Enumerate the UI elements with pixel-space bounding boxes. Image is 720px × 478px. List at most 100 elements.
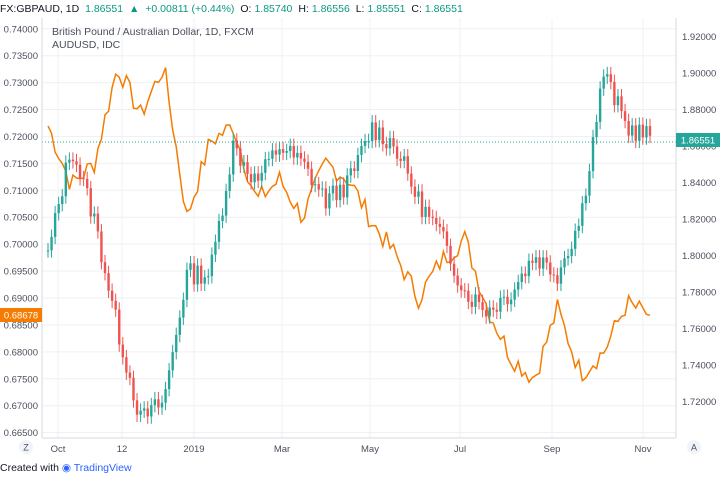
left-tick-label: 0.70500 <box>4 213 38 224</box>
right-last-label: 1.86551 <box>681 136 715 147</box>
candle-body <box>638 124 641 141</box>
candle-body <box>463 290 466 292</box>
x-tick-label: Oct <box>51 444 66 455</box>
candle-body <box>470 301 474 307</box>
candle-body <box>114 300 117 310</box>
candle-body <box>264 159 267 173</box>
candle-body <box>78 164 82 179</box>
candle-body <box>289 145 292 152</box>
candle-body <box>527 260 531 277</box>
left-last-badge <box>0 308 42 322</box>
candle-body <box>139 410 142 415</box>
candle-body <box>246 162 249 175</box>
candle-body <box>214 241 217 255</box>
x-tick-label: Mar <box>274 444 290 455</box>
candle-body <box>552 274 556 276</box>
candle-body <box>185 269 189 300</box>
candle-body <box>153 399 157 406</box>
candle-body <box>321 188 324 190</box>
candle-body <box>559 267 563 284</box>
candle-body <box>203 277 206 284</box>
candle-body <box>146 408 149 417</box>
candle-body <box>588 171 591 196</box>
auto-scale-button[interactable] <box>687 440 701 454</box>
candle-body <box>538 257 541 269</box>
candle-body <box>217 221 221 242</box>
candle-body <box>648 126 652 136</box>
candle-body <box>363 141 367 146</box>
candle-body <box>71 159 75 162</box>
candle-body <box>598 88 602 122</box>
candle-body <box>609 74 613 82</box>
x-tick-label: Sep <box>544 444 561 455</box>
symbol-label[interactable]: FX:GBPAUD, 1D <box>0 3 80 15</box>
candle-body <box>420 191 424 217</box>
candle-body <box>331 185 335 194</box>
candle-body <box>584 195 588 204</box>
candle-body <box>135 400 139 415</box>
candle-body <box>595 121 598 138</box>
candle-body <box>606 74 609 77</box>
right-tick-label: 1.76000 <box>682 324 716 335</box>
candle-body <box>342 184 345 198</box>
candle-body <box>630 125 634 136</box>
right-tick-label: 1.88000 <box>682 105 716 116</box>
candle-body <box>502 296 506 298</box>
candle-body <box>513 289 516 300</box>
audusd-line <box>47 67 651 384</box>
candle-body <box>566 255 570 259</box>
candle-body <box>235 140 238 149</box>
left-last-label: 0.68678 <box>4 311 38 322</box>
left-tick-label: 0.73500 <box>4 51 38 62</box>
candle-body <box>460 285 463 291</box>
right-tick-label: 1.92000 <box>682 32 716 43</box>
candle-body <box>374 122 377 141</box>
candle-body <box>278 149 281 155</box>
candle-body <box>207 276 210 278</box>
left-tick-label: 0.69500 <box>4 267 38 278</box>
candle-body <box>378 127 381 141</box>
candle-body <box>417 191 420 197</box>
right-tick-label: 1.84000 <box>682 178 716 189</box>
close-value: 1.86551 <box>424 3 463 15</box>
right-tick-label: 1.72000 <box>682 397 716 408</box>
candle-body <box>445 231 449 246</box>
candle-body <box>175 334 178 353</box>
candle-body <box>249 174 253 183</box>
candle-body <box>349 168 352 176</box>
candle-body <box>303 158 306 162</box>
candle-body <box>602 76 605 89</box>
left-tick-label: 0.68500 <box>4 320 38 331</box>
created-with-label: Created with <box>0 462 59 474</box>
candle-body <box>64 162 68 197</box>
x-axis-ticks: Oct 12 2019 Mar May Jul Sep Nov <box>51 444 652 455</box>
x-tick-label: 12 <box>117 444 128 455</box>
candle-body <box>577 225 580 231</box>
candle-body <box>196 265 199 285</box>
tradingview-link[interactable]: TradingView <box>73 462 132 474</box>
candle-body <box>645 126 648 138</box>
candle-body <box>107 273 110 291</box>
candle-body <box>477 294 481 303</box>
candle-body <box>221 215 224 222</box>
candle-body <box>256 173 260 181</box>
candle-body <box>534 257 538 263</box>
zoom-button[interactable] <box>19 440 33 454</box>
x-tick-label: May <box>361 444 379 455</box>
candle-body <box>292 145 295 158</box>
candle-body <box>346 175 349 198</box>
candle-body <box>495 309 499 312</box>
candle-body <box>545 257 548 263</box>
candle-body <box>167 370 171 390</box>
candle-body <box>616 96 620 106</box>
left-tick-label: 0.73000 <box>4 78 38 89</box>
candle-body <box>467 290 470 302</box>
candle-body <box>403 156 406 161</box>
candle-body <box>410 173 413 187</box>
price-chart[interactable]: 0.74000 0.73500 0.73000 0.72500 0.72000 0.715… <box>0 0 720 458</box>
candle-body <box>132 377 135 401</box>
candle-body <box>484 310 488 317</box>
right-axis-ticks: 1.920001.900001.880001.860001.840001.820… <box>682 32 716 408</box>
candle-body <box>228 174 231 191</box>
left-tick-label: 0.71500 <box>4 159 38 170</box>
